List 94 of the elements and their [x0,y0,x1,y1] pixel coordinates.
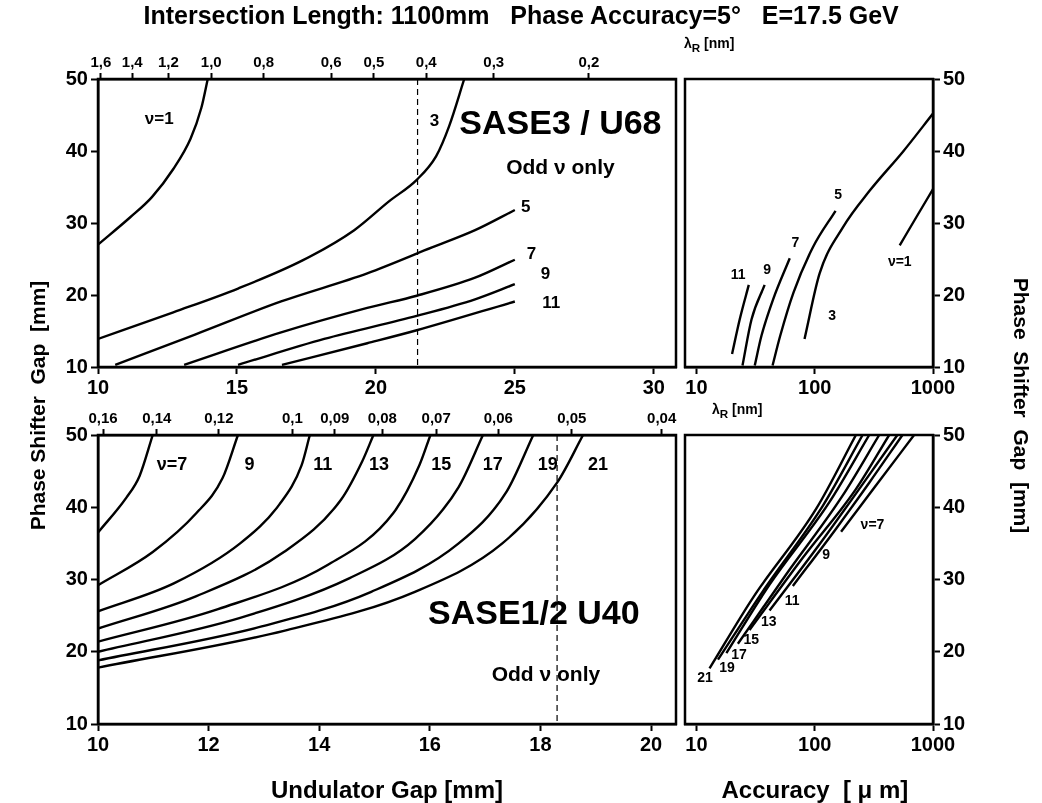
x2-tick-label: 0,3 [483,53,505,71]
chart-title: Intersection Length: 1100mm Phase Accuracy=5° E=17.5 GeV [143,1,899,29]
x-tick-label: 15 [225,375,249,398]
y-tick-label: 10 [943,711,966,734]
series-label: 3 [429,111,440,131]
x2-tick-label: 0,14 [142,409,173,427]
series-label: 7 [526,243,537,263]
y-tick-label: 10 [65,354,88,377]
x2-tick-label: 1,0 [200,53,222,71]
series-label: 3 [828,306,837,323]
annotation: SASE3 / U68 [459,103,662,142]
x2-axis-title: λ$_{R}$ [nm] [684,35,735,54]
x2-tick-label: 0,04 [647,409,677,427]
x-tick-label: 10 [685,375,708,398]
x-tick-label: 16 [418,732,441,755]
y-tick-label: 30 [943,210,966,233]
x-tick-label: 25 [503,375,526,398]
x2-tick-label: 0,6 [320,53,342,71]
y-tick-label: 40 [65,138,88,161]
y-tick-label: 20 [65,639,88,662]
series-label: ν=7 [860,516,885,533]
y-tick-label: 20 [65,282,88,305]
x-tick-label: 100 [798,375,832,398]
x-tick-label: 20 [364,375,388,398]
y-tick-label: 30 [65,567,88,590]
series-label: 21 [587,453,608,474]
x2-tick-label: 0,05 [557,409,587,427]
x-axis-title: Undulator Gap [mm] [271,776,503,803]
series-label: ν=7 [156,453,188,474]
annotation: SASE1/2 U40 [427,592,640,631]
series-label: ν=1 [144,109,174,129]
series-label: 19 [537,453,558,474]
x-tick-label: 14 [308,732,332,755]
x2-tick-label: 0,08 [367,409,397,427]
series-label: 15 [431,453,452,474]
x2-tick-label: 0,4 [415,53,438,71]
x-tick-label: 30 [642,375,665,398]
series-label: 11 [542,293,561,313]
x-tick-label: 1000 [910,375,956,398]
x2-tick-label: 0,8 [253,53,275,71]
y-tick-label: 10 [943,354,966,377]
annotation: Odd ν only [506,155,615,179]
series-label: 13 [761,613,777,630]
y-tick-label: 20 [943,282,966,305]
series-label: 11 [313,453,333,474]
x-tick-label: 10 [685,732,708,755]
series-label: 11 [784,592,800,609]
x2-tick-label: 0,16 [88,409,118,427]
x2-tick-label: 0,07 [421,409,451,427]
y-tick-label: 50 [65,66,88,89]
y-tick-label: 50 [65,422,88,445]
x-tick-label: 10 [86,732,110,755]
y-tick-label: 40 [943,138,966,161]
x-tick-label: 1000 [910,732,956,755]
x2-tick-label: 0,5 [363,53,385,71]
x2-tick-label: 1,4 [121,53,144,71]
series-label: 5 [520,196,531,216]
x2-tick-label: 0,1 [281,409,303,427]
series-label: 9 [540,263,551,283]
x2-tick-label: 0,2 [578,53,600,71]
y-tick-label: 40 [65,494,88,517]
series-label: 7 [791,234,800,251]
series-label: 13 [368,453,389,474]
x2-tick-label: 0,06 [483,409,513,427]
x-tick-label: 100 [798,732,832,755]
x2-tick-label: 1,6 [90,53,112,71]
x2-tick-label: 1,2 [158,53,179,71]
x2-axis-title: λ$_{R}$ [nm] [712,401,763,420]
y-tick-label: 30 [943,567,966,590]
x-tick-label: 20 [639,732,663,755]
y-tick-label: 50 [943,422,966,445]
series-label: 9 [244,453,255,474]
x2-tick-label: 0,09 [320,409,350,427]
series-label: 9 [822,545,831,562]
x-axis-title: Accuracy [ μ m] [721,776,909,803]
y-tick-label: 20 [943,639,966,662]
series-label: 11 [730,265,746,282]
series-label: 5 [834,186,843,203]
x-tick-label: 10 [86,375,110,398]
x-tick-label: 18 [529,732,552,755]
series-label: 15 [743,631,760,648]
y-tick-label: 40 [943,494,966,517]
x2-tick-label: 0,12 [204,409,234,427]
y-tick-label: 10 [65,711,88,734]
x-tick-label: 12 [197,732,220,755]
y-tick-label: 50 [943,66,966,89]
series-label: ν=1 [887,252,912,269]
y-tick-label: 30 [65,210,88,233]
series-label: 21 [697,668,714,685]
series-label: 17 [482,453,503,474]
y-axis-title: Phase Shifter Gap [mm] [26,280,50,530]
annotation: Odd ν only [491,661,601,685]
y-axis-title: Phase Shifter Gap [mm] [1010,277,1034,533]
series-label: 9 [763,260,772,277]
